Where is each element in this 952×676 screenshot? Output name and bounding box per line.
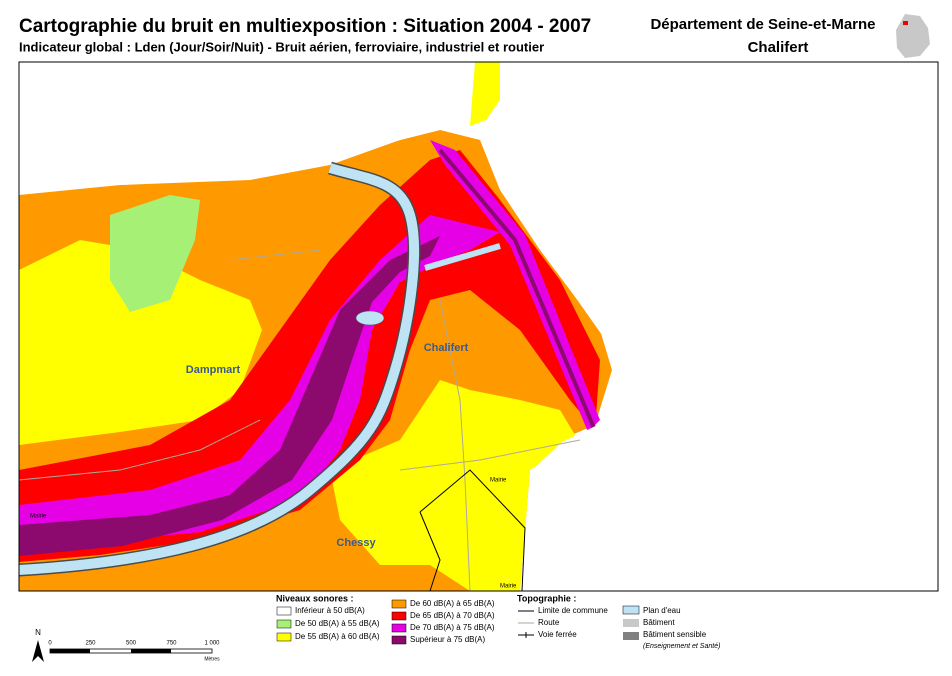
scale-label: 1 000 <box>204 641 220 647</box>
place-label: Chalifert <box>424 342 469 354</box>
river <box>18 163 419 575</box>
zone-55-60 <box>19 240 262 445</box>
legend-label: Bâtiment sensible <box>643 630 707 639</box>
place-label: Dampmart <box>186 364 241 376</box>
legend-swatch <box>391 623 407 633</box>
roads <box>18 249 581 592</box>
mairie-label: Mairie <box>30 514 47 520</box>
logo-dot <box>903 21 908 25</box>
symbol-water <box>622 605 640 615</box>
scale-rect <box>50 649 90 653</box>
legend-swatch <box>276 606 292 616</box>
scale-label: 250 <box>85 641 96 647</box>
title: Cartographie du bruit en multiexposition… <box>19 16 591 37</box>
zone-70-75 <box>19 215 500 550</box>
commune: Chalifert <box>748 39 809 56</box>
legend-swatch <box>391 611 407 621</box>
legend-swatch <box>276 619 292 629</box>
legend-swatch <box>391 635 407 645</box>
north: N <box>35 628 41 637</box>
legend-swatch <box>391 599 407 609</box>
map: Dampmart Chalifert Chessy Mairie Mairie … <box>18 61 939 592</box>
legend-title: Niveaux sonores : <box>276 593 354 603</box>
zone-55-60 <box>330 380 578 591</box>
rail-core <box>438 148 596 429</box>
legend-title: Topographie : <box>517 593 576 603</box>
map-frame <box>18 61 939 592</box>
legend-label: Bâtiment <box>643 618 675 627</box>
scale-rect <box>131 649 171 653</box>
symbol-building <box>623 619 639 627</box>
legend-note: (Enseignement et Santé) <box>643 643 720 650</box>
scale-label: 500 <box>126 641 137 647</box>
zone-55-60 <box>470 62 500 126</box>
scale-bar: N <box>32 628 213 662</box>
legend-label: Inférieur à 50 dB(A) <box>295 606 365 615</box>
legend-label: Voie ferrée <box>538 630 577 639</box>
mairie-label: Mairie <box>500 584 517 590</box>
legend-label: Plan d'eau <box>643 606 681 615</box>
commune-limit <box>419 469 526 592</box>
scale-label: 0 <box>48 641 52 647</box>
scale-unit: Mètres <box>204 656 220 662</box>
zone-below-50 <box>19 62 480 190</box>
zone-50-55 <box>110 195 200 312</box>
scale-label: 750 <box>166 641 177 647</box>
zone-75 <box>19 236 440 556</box>
legend: Niveaux sonores : Topographie : (Enseign… <box>276 593 720 649</box>
place-label: Chessy <box>336 537 376 549</box>
lake <box>355 310 385 326</box>
subtitle: Indicateur global : Lden (Jour/Soir/Nuit… <box>19 39 544 54</box>
mairie-label: Mairie <box>490 478 507 484</box>
canal <box>424 243 501 271</box>
dept-logo <box>896 14 930 58</box>
legend-swatch <box>276 632 292 642</box>
department: Département de Seine-et-Marne <box>650 16 875 33</box>
north-arrow <box>32 640 44 662</box>
legend-label: De 65 dB(A) à 70 dB(A) <box>410 611 495 620</box>
legend-label: Route <box>538 618 560 627</box>
legend-label: De 70 dB(A) à 75 dB(A) <box>410 623 495 632</box>
legend-label: Supérieur à 75 dB(A) <box>410 635 485 644</box>
zone-below-50 <box>480 62 938 591</box>
legend-label: De 55 dB(A) à 60 dB(A) <box>295 632 380 641</box>
symbol-sensitive <box>623 632 639 640</box>
legend-label: De 50 dB(A) à 55 dB(A) <box>295 619 380 628</box>
legend-label: De 60 dB(A) à 65 dB(A) <box>410 599 495 608</box>
legend-label: Limite de commune <box>538 606 608 615</box>
